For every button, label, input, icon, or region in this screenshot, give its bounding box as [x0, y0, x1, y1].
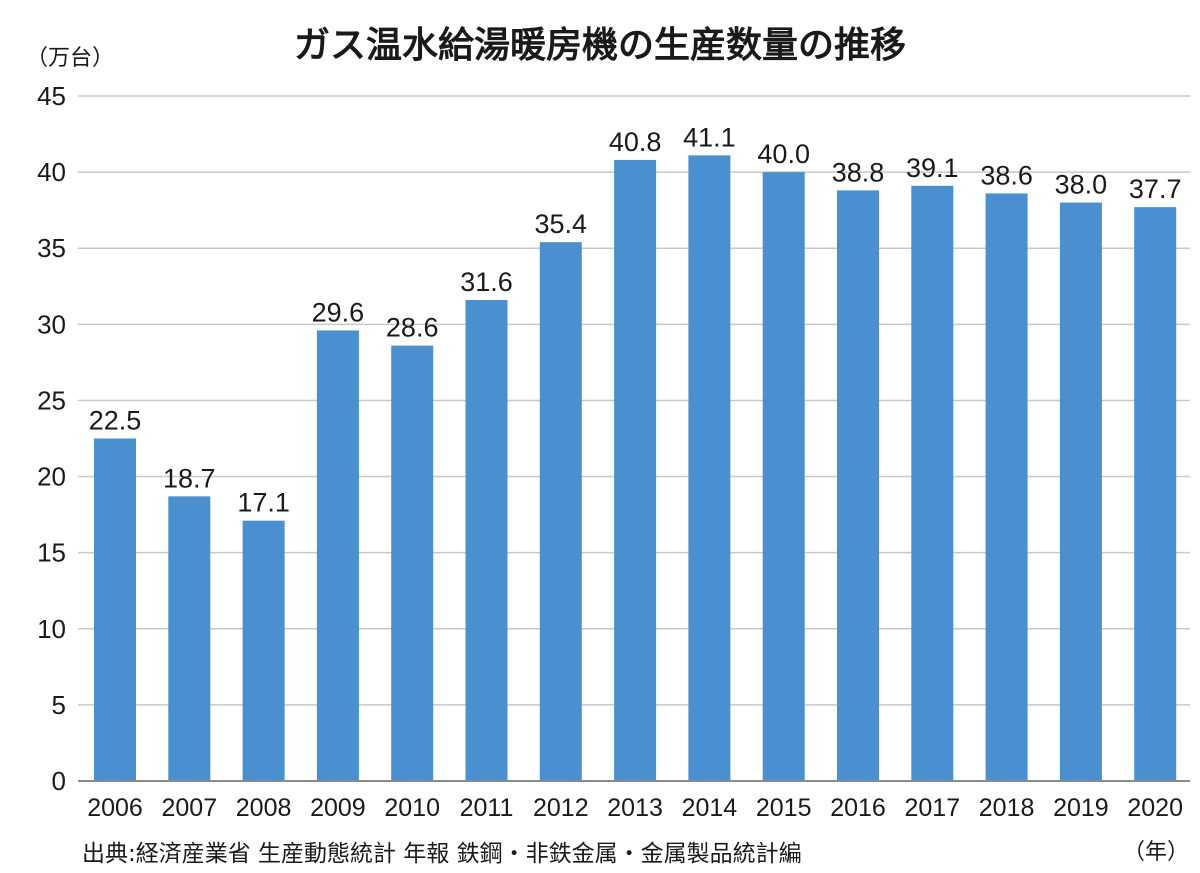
bar-value-label: 18.7 — [163, 463, 216, 493]
bar — [614, 159, 657, 781]
x-tick-label: 2019 — [1053, 794, 1109, 822]
bar-value-label: 22.5 — [89, 406, 142, 436]
bar — [985, 193, 1028, 781]
bar — [762, 172, 805, 782]
bar — [1134, 207, 1177, 782]
x-tick-label: 2016 — [830, 794, 886, 822]
bar-value-label: 40.0 — [757, 139, 810, 169]
bar — [688, 155, 731, 781]
y-tick-label: 30 — [37, 309, 66, 339]
bars — [94, 155, 1177, 782]
x-tick-label: 2015 — [756, 794, 812, 822]
bar-value-label: 35.4 — [535, 209, 588, 239]
bar-value-label: 38.8 — [832, 157, 885, 187]
bar-value-label: 17.1 — [237, 488, 290, 518]
bar-value-label: 38.6 — [980, 160, 1033, 190]
bar — [1059, 202, 1102, 782]
y-axis-ticks: 0 5 10 15 20 25 30 35 40 45 — [37, 81, 66, 796]
x-tick-label: 2017 — [904, 794, 960, 822]
bar-value-label: 38.0 — [1055, 170, 1108, 200]
bar-value-label: 39.1 — [906, 153, 959, 183]
x-tick-label: 2018 — [979, 794, 1035, 822]
x-tick-label: 2011 — [460, 794, 514, 822]
x-tick-label: 2014 — [682, 794, 738, 822]
bar-value-label: 37.7 — [1129, 174, 1182, 204]
y-tick-label: 40 — [37, 157, 66, 187]
x-tick-label: 2010 — [384, 794, 440, 822]
y-axis-unit-label: （万台） — [26, 46, 114, 71]
y-tick-label: 20 — [37, 462, 66, 492]
y-tick-label: 15 — [37, 538, 66, 568]
x-tick-label: 2009 — [310, 794, 366, 822]
bar-value-label: 29.6 — [312, 297, 365, 327]
x-tick-label: 2012 — [533, 794, 589, 822]
bar — [465, 299, 508, 781]
y-tick-label: 35 — [37, 233, 66, 263]
y-tick-label: 10 — [37, 614, 66, 644]
data-labels: 22.5 18.7 17.1 29.6 28.6 31.6 35.4 40.8 41.1 40.0… — [89, 122, 1182, 517]
x-axis-ticks: 2006 2007 2008 2009 2010 2011 2012 2013 2014 2015… — [87, 794, 1183, 822]
y-tick-label: 25 — [37, 385, 66, 415]
y-tick-label: 5 — [52, 690, 66, 720]
x-axis-unit-label: （年） — [1123, 840, 1189, 865]
bar — [316, 330, 359, 781]
bar — [539, 242, 582, 782]
chart-title: ガス温水給湯暖房機の生産数量の推移 — [294, 25, 906, 66]
bar — [242, 520, 285, 781]
bar-value-label: 40.8 — [609, 127, 662, 157]
bar — [168, 496, 211, 781]
x-tick-label: 2006 — [87, 794, 143, 822]
x-tick-label: 2013 — [607, 794, 663, 822]
x-tick-label: 2020 — [1127, 794, 1183, 822]
bar-value-label: 28.6 — [386, 313, 439, 343]
x-tick-label: 2007 — [161, 794, 217, 822]
y-tick-label: 45 — [37, 81, 66, 111]
bar — [391, 345, 434, 781]
bar — [94, 438, 136, 781]
source-note: 出典:経済産業省 生産動態統計 年報 鉄鋼・非鉄金属・金属製品統計編 — [82, 841, 802, 867]
bar-value-label: 31.6 — [460, 267, 513, 297]
bar-value-label: 41.1 — [683, 122, 736, 152]
bar — [911, 185, 954, 782]
bar — [837, 190, 879, 781]
y-tick-label: 0 — [52, 766, 66, 796]
x-tick-label: 2008 — [236, 794, 292, 822]
